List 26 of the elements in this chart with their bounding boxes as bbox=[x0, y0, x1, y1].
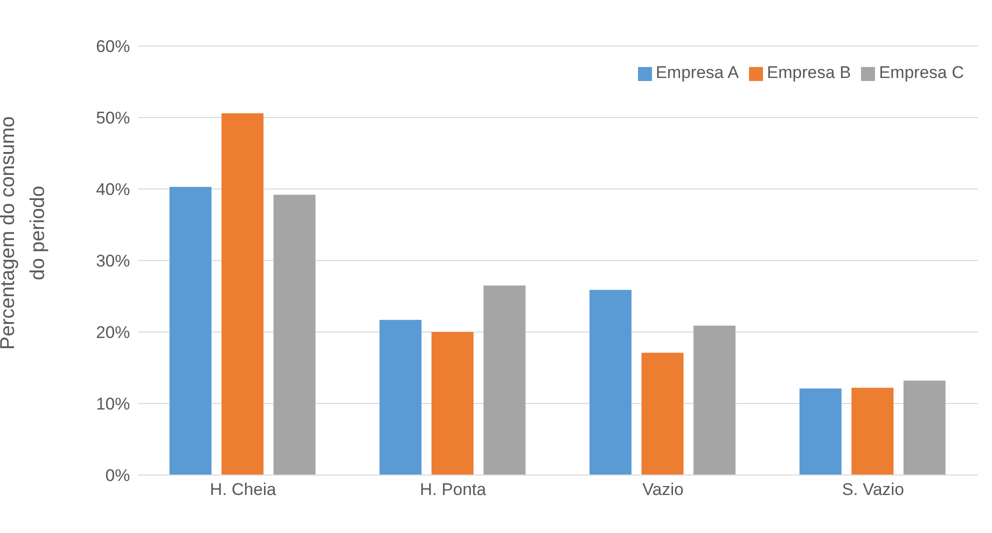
bar bbox=[170, 186, 212, 475]
bar bbox=[590, 290, 632, 475]
bar bbox=[222, 113, 264, 475]
bar bbox=[274, 194, 316, 475]
bar bbox=[904, 380, 946, 475]
legend-label: Empresa B bbox=[766, 63, 851, 82]
bar bbox=[380, 320, 422, 475]
legend-label: Empresa C bbox=[878, 63, 964, 82]
y-tick-label: 10% bbox=[96, 394, 130, 414]
y-tick-label: 50% bbox=[96, 108, 130, 128]
x-tick-label: H. Ponta bbox=[420, 480, 487, 500]
y-tick-label: 0% bbox=[105, 466, 130, 486]
y-tick-label: 30% bbox=[96, 252, 130, 271]
y-tick-label: 60% bbox=[96, 37, 130, 56]
y-tick-label: 20% bbox=[96, 323, 130, 342]
bar bbox=[800, 388, 842, 475]
bar bbox=[432, 332, 474, 475]
x-tick-label: Vazio bbox=[642, 480, 684, 500]
y-tick-label: 40% bbox=[96, 180, 130, 200]
legend-label: Empresa A bbox=[656, 63, 739, 82]
x-tick-label: S. Vazio bbox=[842, 480, 904, 500]
x-tick-label: H. Cheia bbox=[210, 480, 277, 500]
bar bbox=[484, 286, 526, 475]
bar bbox=[694, 326, 736, 475]
bar bbox=[642, 352, 684, 475]
bar bbox=[852, 388, 894, 475]
